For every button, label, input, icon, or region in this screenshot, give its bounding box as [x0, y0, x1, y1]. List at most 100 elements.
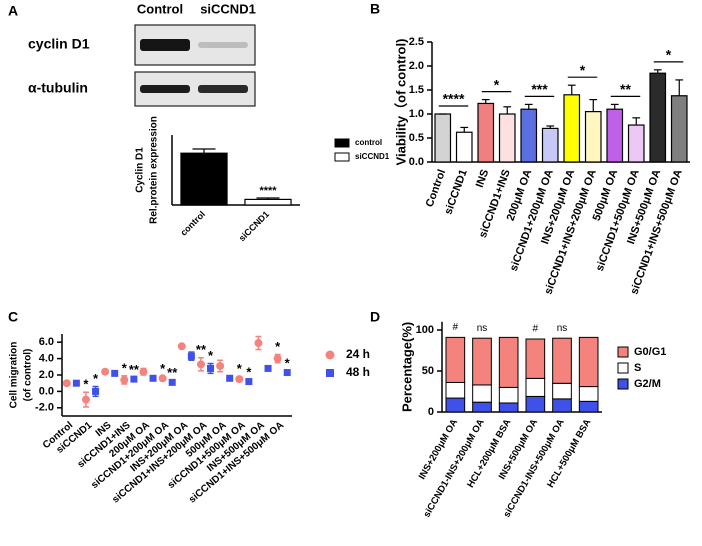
bar [520, 108, 538, 163]
y-axis-label: Cyclin D1 [135, 147, 146, 193]
significance: # [533, 324, 539, 335]
point [216, 361, 225, 370]
point [130, 375, 138, 383]
panel-letter: C [8, 309, 18, 325]
bar-segment [525, 338, 546, 379]
legend-swatch [617, 346, 629, 358]
significance: **** [443, 91, 465, 107]
significance: * [160, 361, 166, 376]
y-axis-label: Viability（of control) [393, 39, 408, 166]
significance: ** [620, 81, 631, 97]
bar-segment [498, 402, 519, 413]
panel-letter: D [370, 309, 380, 325]
significance: * [580, 62, 586, 78]
point [235, 375, 244, 384]
point [120, 375, 129, 384]
bar-segment [525, 377, 546, 397]
bar-segment [472, 384, 492, 403]
row-label: α-tubulin [28, 80, 88, 96]
point [273, 354, 282, 363]
y-axis-label: (of control) [23, 349, 34, 402]
y-axis-label: Percentage(%) [399, 322, 414, 412]
bar [477, 102, 495, 163]
y-tick-label: 4.0 [39, 353, 54, 365]
y-axis-label: Rel.protein expression [149, 116, 160, 224]
bar-segment [445, 381, 466, 399]
significance: * [666, 47, 672, 63]
significance: * [93, 371, 99, 386]
legend-label: siCCND1 [355, 152, 390, 161]
legend-marker [325, 350, 335, 360]
bar [455, 131, 473, 163]
y-tick-label: 2.0 [39, 369, 54, 381]
significance: ** [129, 362, 140, 377]
bar [584, 110, 602, 163]
significance: * [208, 348, 214, 363]
bar-segment [472, 401, 492, 413]
point [196, 360, 205, 369]
y-tick-label: 2.0 [409, 60, 424, 72]
point [264, 364, 272, 372]
significance: ** [167, 365, 178, 380]
bar-segment [552, 337, 572, 384]
legend-swatch [617, 378, 629, 390]
blot-band [198, 85, 248, 93]
bar-segment [445, 336, 466, 383]
point [245, 378, 253, 386]
point [283, 369, 291, 377]
bar-segment [498, 386, 519, 404]
x-tick-label: INS [474, 168, 492, 189]
point [72, 379, 80, 387]
significance: * [83, 377, 89, 392]
legend-label: 24 h [346, 347, 370, 361]
point [226, 374, 234, 382]
bar [606, 108, 624, 163]
x-tick-label: control [178, 209, 207, 238]
y-tick-label: 0.0 [39, 385, 54, 397]
point [168, 378, 176, 386]
legend-swatch [617, 362, 629, 374]
y-tick-label: 0.5 [409, 132, 424, 144]
significance: **** [259, 185, 277, 197]
legend-label: G0/G1 [634, 346, 666, 358]
blot-band [198, 42, 248, 48]
bar-segment [445, 397, 466, 413]
significance: * [122, 360, 128, 375]
y-tick-label: 50 [422, 365, 434, 377]
point [187, 352, 195, 360]
panel-letter: B [370, 1, 380, 17]
bar [434, 113, 452, 163]
lane-label: siCCND1 [200, 1, 256, 16]
row-label: cyclin D1 [28, 36, 90, 52]
bar-segment [578, 400, 599, 413]
significance: ns [477, 323, 488, 334]
significance: *** [531, 81, 548, 97]
y-tick-label: -2.0 [35, 402, 54, 414]
y-tick-label: 6.0 [39, 336, 54, 348]
point [177, 342, 186, 351]
y-tick-label: 100 [416, 324, 434, 336]
y-tick-label: 0.0 [409, 156, 424, 168]
significance: * [237, 361, 243, 376]
significance: * [494, 76, 500, 92]
bar [180, 152, 228, 206]
legend-label: G2/M [634, 378, 661, 390]
bar-segment [552, 382, 572, 400]
blot-band [140, 85, 190, 93]
point [92, 387, 100, 395]
point [81, 395, 90, 404]
y-tick-label: 0 [428, 406, 434, 418]
point [158, 374, 167, 383]
point [62, 379, 71, 388]
bar-segment [525, 395, 546, 413]
legend-swatch [334, 138, 350, 148]
legend-label: control [355, 138, 382, 147]
legend-label: 48 h [346, 365, 370, 379]
bar [649, 72, 667, 163]
significance: ns [557, 323, 568, 334]
blot-band [140, 39, 190, 51]
legend-swatch [334, 152, 350, 162]
point [207, 364, 215, 372]
bar [541, 127, 559, 163]
